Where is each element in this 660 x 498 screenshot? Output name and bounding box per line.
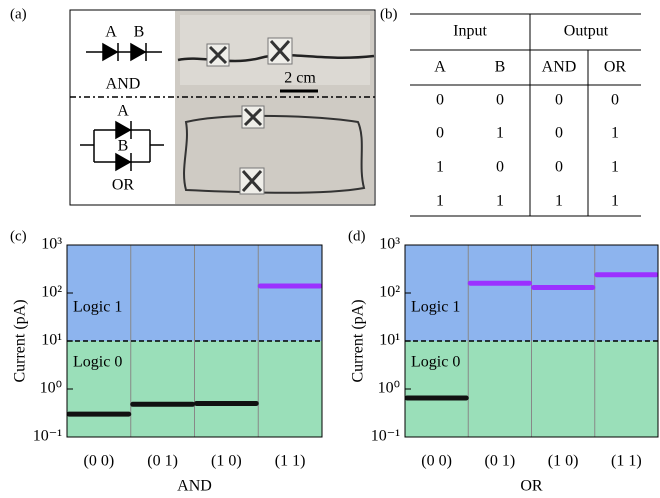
panel-label: (a) [10, 6, 27, 22]
table-cell: 1 [555, 193, 563, 210]
table-cell: 1 [436, 159, 444, 176]
table-cell: 0 [496, 92, 504, 109]
column-header: A [434, 59, 446, 76]
and-input-b: B [134, 24, 145, 41]
table-cell: 1 [436, 193, 444, 210]
scale-bar-label: 2 cm [284, 70, 316, 87]
panel-label: (b) [380, 6, 398, 22]
table-cell: 1 [496, 125, 504, 142]
column-header: AND [542, 59, 577, 76]
table-cell: 1 [611, 193, 619, 210]
group-header: Output [564, 23, 609, 40]
y-tick-label: 10¹ [41, 332, 62, 349]
y-tick-label: 10⁻¹ [33, 428, 62, 445]
region-label: Logic 1 [73, 299, 122, 316]
y-axis-label: Current (pA) [12, 299, 29, 382]
x-tick-label: (1 0) [211, 453, 242, 470]
table-cell: 1 [611, 125, 619, 142]
panel-label: (c) [10, 228, 27, 244]
and-label: AND [106, 76, 141, 93]
region-label: Logic 0 [411, 354, 460, 371]
region-label: Logic 1 [411, 299, 460, 316]
and-input-a: A [105, 24, 117, 41]
x-tick-label: (0 0) [84, 453, 115, 470]
x-tick-label: (0 0) [421, 453, 452, 470]
x-tick-label: (1 1) [275, 453, 306, 470]
or-input-b: B [118, 138, 129, 155]
y-tick-label: 10⁰ [378, 380, 400, 397]
or-diagram [80, 120, 164, 172]
table-rules [410, 13, 641, 217]
or-label: OR [112, 177, 135, 194]
column-header: B [495, 59, 506, 76]
region-label: Logic 0 [73, 354, 122, 371]
y-tick-label: 10³ [379, 236, 400, 253]
panel-label: (d) [348, 228, 366, 244]
table-cell: 0 [611, 92, 619, 109]
x-tick-label: (1 1) [611, 453, 642, 470]
or-input-a: A [117, 103, 129, 120]
x-tick-label: (0 1) [485, 453, 516, 470]
photo [175, 11, 375, 204]
y-tick-label: 10² [41, 284, 62, 301]
y-axis-label: Current (pA) [350, 299, 367, 382]
x-axis-label: AND [177, 478, 212, 495]
x-tick-label: (1 0) [548, 453, 579, 470]
y-tick-label: 10³ [41, 236, 62, 253]
table-cell: 0 [436, 125, 444, 142]
group-header: Input [453, 23, 487, 40]
y-tick-label: 10⁰ [40, 380, 62, 397]
y-tick-label: 10¹ [379, 332, 400, 349]
table-cell: 0 [555, 159, 563, 176]
table-cell: 0 [555, 92, 563, 109]
table-cell: 0 [496, 159, 504, 176]
table-cell: 0 [555, 125, 563, 142]
column-header: OR [604, 59, 627, 76]
y-tick-label: 10² [379, 284, 400, 301]
x-axis-label: OR [520, 478, 543, 495]
table-cell: 1 [611, 159, 619, 176]
x-tick-label: (0 1) [147, 453, 178, 470]
and-diagram [86, 42, 162, 62]
table-cell: 1 [496, 193, 504, 210]
y-tick-label: 10⁻¹ [371, 428, 400, 445]
table-cell: 0 [436, 92, 444, 109]
